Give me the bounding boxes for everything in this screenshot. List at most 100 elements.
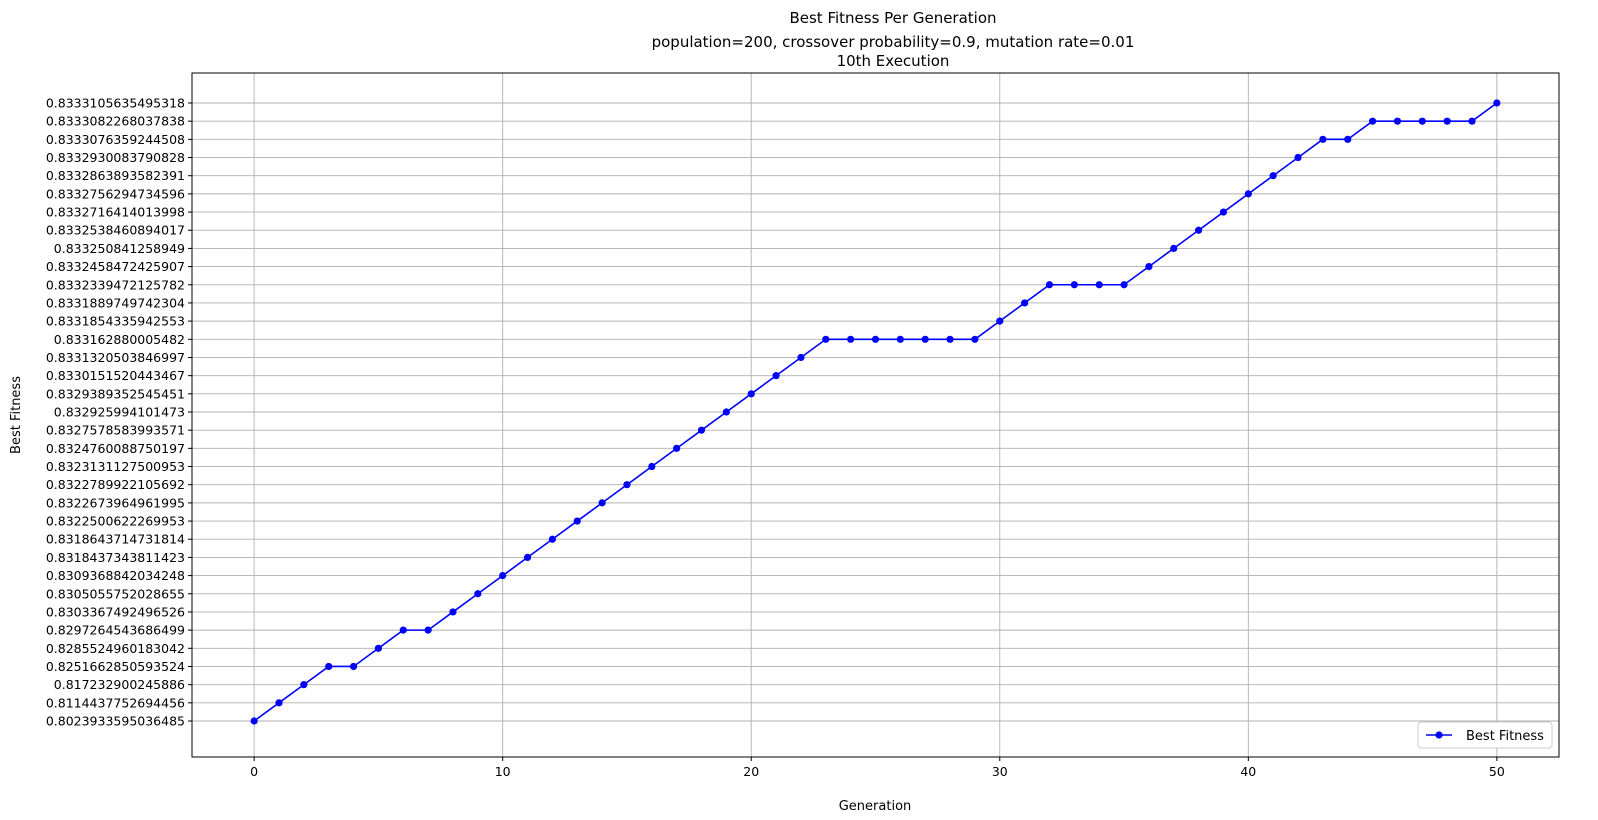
- y-tick-label: 0.8330151520443467: [46, 368, 185, 383]
- data-point: [1443, 117, 1451, 125]
- y-tick-label: 0.8331854335942553: [46, 314, 185, 329]
- data-point: [1170, 244, 1178, 253]
- chart-title-line-3: 10th Execution: [837, 52, 950, 70]
- x-tick-label: 40: [1240, 764, 1256, 779]
- y-tick-label: 0.833162880005482: [54, 332, 185, 347]
- data-point: [1319, 135, 1327, 143]
- data-point: [1070, 281, 1078, 289]
- data-point: [1195, 226, 1203, 234]
- data-point: [300, 681, 308, 689]
- data-point: [996, 317, 1004, 325]
- x-axis-label: Generation: [839, 799, 912, 814]
- data-point: [1493, 99, 1501, 107]
- chart-title-line-2: population=200, crossover probability=0.…: [652, 33, 1135, 51]
- data-point: [1344, 135, 1352, 143]
- y-tick-label: 0.8309368842034248: [46, 568, 185, 583]
- data-point: [1368, 117, 1377, 125]
- data-point: [275, 699, 283, 707]
- y-tick-label: 0.8332716414013998: [46, 205, 185, 220]
- legend-marker-swatch: [1435, 731, 1443, 739]
- y-tick-label: 0.833250841258949: [54, 241, 185, 256]
- y-tick-label: 0.8323131127500953: [46, 459, 185, 474]
- data-point: [474, 590, 482, 598]
- series-best-fitness: [250, 99, 1501, 725]
- y-tick-label: 0.8327578583993571: [46, 423, 185, 438]
- data-point: [623, 481, 631, 489]
- data-point: [424, 626, 432, 634]
- data-point: [598, 499, 606, 507]
- y-tick-label: 0.8023933595036485: [46, 714, 185, 729]
- data-point: [349, 662, 358, 671]
- legend: Best Fitness: [1417, 721, 1553, 749]
- x-tick-label: 30: [992, 764, 1008, 779]
- y-tick-label: 0.8297264543686499: [46, 623, 185, 638]
- y-tick-label: 0.8322673964961995: [46, 495, 185, 510]
- y-tick-label: 0.8251662850593524: [46, 659, 185, 674]
- x-tick-label: 50: [1489, 764, 1505, 779]
- data-point: [1269, 172, 1277, 180]
- y-tick-label: 0.8285524960183042: [46, 641, 185, 656]
- y-tick-label: 0.8332538460894017: [46, 223, 185, 238]
- y-tick-label: 0.8332930083790828: [46, 150, 185, 165]
- x-tick-label: 10: [495, 764, 511, 779]
- data-point: [1145, 262, 1153, 271]
- y-tick-label: 0.8305055752028655: [46, 586, 185, 601]
- data-point: [1418, 117, 1426, 125]
- legend-frame: [1417, 721, 1553, 749]
- y-tick-label: 0.8318437343811423: [46, 550, 185, 565]
- y-axis-label: Best Fitness: [9, 376, 24, 454]
- data-point: [871, 335, 880, 343]
- data-point: [921, 335, 929, 343]
- y-tick-label: 0.8322500622269953: [46, 514, 185, 529]
- data-point: [648, 462, 656, 471]
- y-tick-label: 0.8331320503846997: [46, 350, 185, 365]
- data-point: [1244, 190, 1252, 198]
- legend-entry-best-fitness: Best Fitness: [1466, 729, 1544, 744]
- data-point: [1393, 117, 1402, 125]
- y-tick-label: 0.8332863893582391: [46, 168, 185, 183]
- data-point: [772, 372, 780, 380]
- data-point: [722, 408, 730, 416]
- data-point: [1095, 281, 1103, 289]
- data-point: [1045, 281, 1054, 289]
- data-point: [971, 335, 979, 343]
- y-tick-label: 0.8332339472125782: [46, 277, 185, 292]
- x-tick-label: 0: [250, 764, 258, 779]
- plot-area-frame: [191, 72, 1560, 758]
- y-tick-label: 0.8333105635495318: [46, 96, 185, 111]
- data-point: [1021, 299, 1029, 307]
- data-point: [374, 644, 383, 652]
- data-point: [399, 626, 407, 634]
- y-tick-label: 0.8332756294734596: [46, 186, 185, 201]
- y-tick-label: 0.8318643714731814: [46, 532, 185, 547]
- y-tick-label: 0.832925994101473: [54, 405, 185, 420]
- data-point: [747, 390, 755, 398]
- data-point: [697, 426, 706, 434]
- data-point: [673, 444, 681, 452]
- chart-title-line-1: Best Fitness Per Generation: [789, 9, 996, 27]
- data-point: [1468, 117, 1476, 125]
- data-point: [325, 662, 333, 671]
- y-axis-ticks: 0.8023933595036485 0.8114437752694456 0.81…: [46, 96, 192, 729]
- data-point: [548, 535, 556, 543]
- y-tick-label: 0.8303367492496526: [46, 604, 185, 619]
- y-tick-label: 0.817232900245886: [54, 677, 185, 692]
- x-tick-label: 20: [743, 764, 759, 779]
- y-tick-label: 0.8322789922105692: [46, 477, 185, 492]
- data-point: [847, 335, 855, 343]
- y-tick-label: 0.8333076359244508: [46, 132, 185, 147]
- data-point: [523, 553, 532, 562]
- data-point: [1120, 281, 1128, 289]
- data-point: [1219, 208, 1228, 216]
- data-point: [1294, 153, 1302, 162]
- data-point: [449, 608, 457, 616]
- data-point: [250, 717, 258, 725]
- data-point: [896, 335, 904, 343]
- data-point: [573, 517, 581, 525]
- x-axis-ticks: 0 10 20 30 40 50: [250, 757, 1505, 779]
- data-point: [797, 353, 805, 362]
- data-point: [946, 335, 954, 343]
- y-tick-label: 0.8329389352545451: [46, 386, 185, 401]
